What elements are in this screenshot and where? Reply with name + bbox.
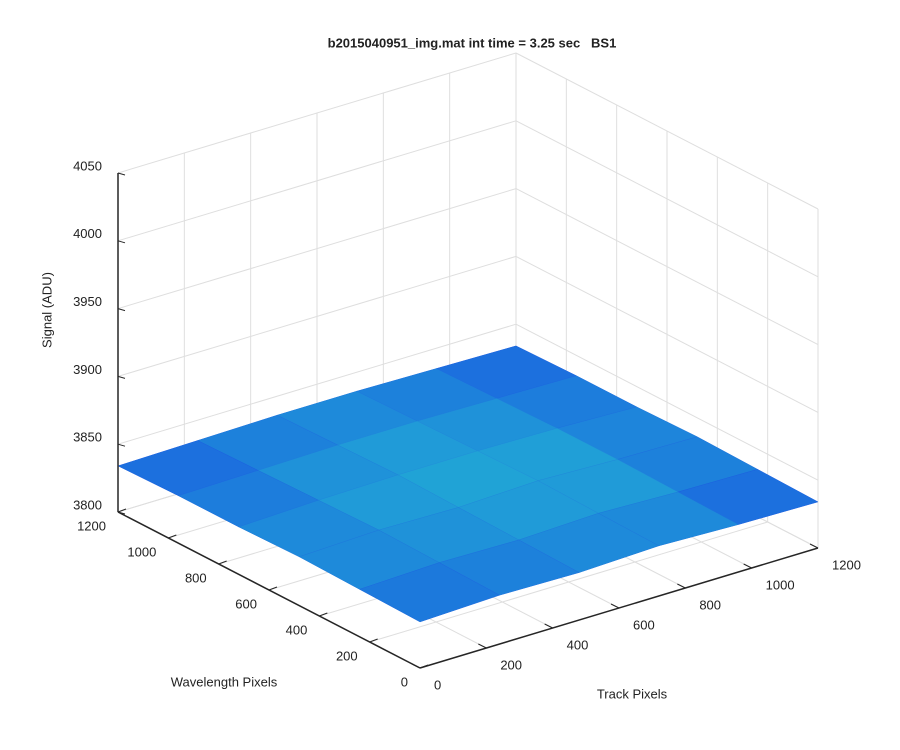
- grid-line: [117, 188, 517, 310]
- grid-line: [515, 120, 819, 278]
- x-tick-label: 200: [500, 657, 522, 672]
- z-tick-label: 3850: [73, 430, 102, 445]
- grid-line: [117, 120, 517, 242]
- surface-patch: [358, 562, 501, 623]
- z-tick: [117, 375, 126, 379]
- x-tick: [743, 563, 752, 569]
- grid-line: [117, 323, 517, 445]
- x-tick: [411, 663, 421, 669]
- z-tick: [117, 240, 126, 244]
- x-tick: [610, 603, 620, 609]
- z-tick-label: 3900: [73, 362, 102, 377]
- z-axis-label: Signal (ADU): [39, 272, 54, 348]
- y-tick: [268, 586, 278, 591]
- grid-line: [515, 255, 819, 413]
- x-axis-label: Track Pixels: [597, 686, 668, 701]
- y-tick: [168, 534, 177, 539]
- y-tick-label: 1200: [77, 518, 106, 533]
- grid-line: [515, 188, 819, 346]
- z-tick-label: 3800: [73, 497, 102, 512]
- x-tick-label: 400: [567, 637, 589, 652]
- x-tick: [478, 643, 487, 649]
- y-tick: [369, 638, 378, 643]
- z-tick: [117, 443, 126, 447]
- grid-line: [515, 52, 819, 210]
- y-tick-label: 600: [235, 596, 257, 611]
- grid-line: [117, 255, 517, 377]
- x-tick: [544, 623, 553, 629]
- z-tick: [117, 511, 126, 515]
- x-tick-label: 1200: [832, 557, 861, 572]
- z-tick-label: 4050: [73, 158, 102, 173]
- z-tick: [117, 308, 126, 312]
- chart-title: b2015040951_img.mat int time = 3.25 sec …: [328, 35, 617, 50]
- y-tick: [319, 612, 328, 617]
- y-tick-label: 800: [185, 570, 207, 585]
- y-tick: [419, 664, 429, 669]
- x-tick-label: 0: [434, 677, 441, 692]
- y-tick: [117, 508, 127, 513]
- z-tick-label: 3950: [73, 294, 102, 309]
- y-tick-label: 400: [286, 622, 308, 637]
- y-axis-label: Wavelength Pixels: [171, 674, 278, 689]
- x-tick-label: 600: [633, 617, 655, 632]
- x-tick-label: 1000: [766, 577, 795, 592]
- x-tick: [809, 543, 819, 549]
- grid-line: [369, 521, 768, 643]
- x-tick: [677, 583, 686, 589]
- y-tick: [218, 560, 227, 565]
- grid-line: [515, 323, 819, 481]
- x-tick-label: 800: [699, 597, 721, 612]
- y-tick-label: 0: [401, 674, 408, 689]
- z-tick: [117, 172, 126, 176]
- z-tick-label: 4000: [73, 226, 102, 241]
- y-tick-label: 1000: [127, 544, 156, 559]
- grid-line: [117, 52, 517, 174]
- y-tick-label: 200: [336, 648, 358, 663]
